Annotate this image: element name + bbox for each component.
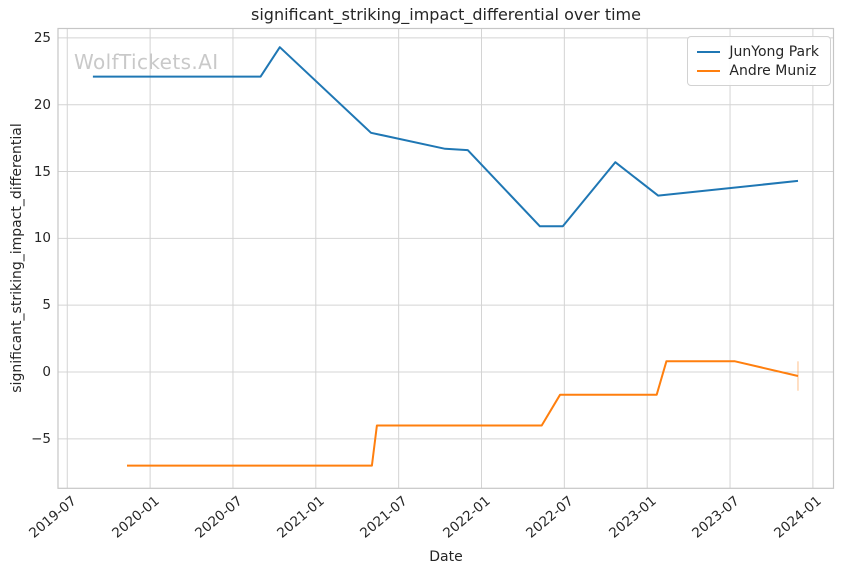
y-axis-label: significant_striking_impact_differential bbox=[9, 123, 25, 393]
chart-title: significant_striking_impact_differential… bbox=[251, 5, 641, 24]
legend-label: Andre Muniz bbox=[729, 62, 817, 79]
y-tick-label: 25 bbox=[33, 29, 51, 46]
y-tick-label: 10 bbox=[33, 230, 51, 247]
legend-swatch-icon bbox=[697, 69, 721, 72]
y-tick-label: 15 bbox=[33, 163, 51, 180]
y-tick-label: −5 bbox=[31, 430, 51, 447]
x-axis-label: Date bbox=[429, 549, 463, 565]
series-line-junyong-park bbox=[92, 46, 799, 228]
watermark: WolfTickets.AI bbox=[74, 50, 219, 74]
legend-item: Andre Muniz bbox=[697, 61, 819, 80]
legend: JunYong Park Andre Muniz bbox=[687, 36, 831, 86]
legend-label: JunYong Park bbox=[729, 43, 819, 60]
y-tick-label: 0 bbox=[42, 364, 51, 380]
legend-swatch-icon bbox=[697, 50, 721, 53]
series-line-andre-muniz bbox=[127, 360, 799, 467]
y-tick-label: 5 bbox=[42, 297, 51, 314]
plot-border bbox=[57, 27, 835, 489]
y-tick-label: 20 bbox=[33, 96, 51, 113]
legend-item: JunYong Park bbox=[697, 42, 819, 61]
